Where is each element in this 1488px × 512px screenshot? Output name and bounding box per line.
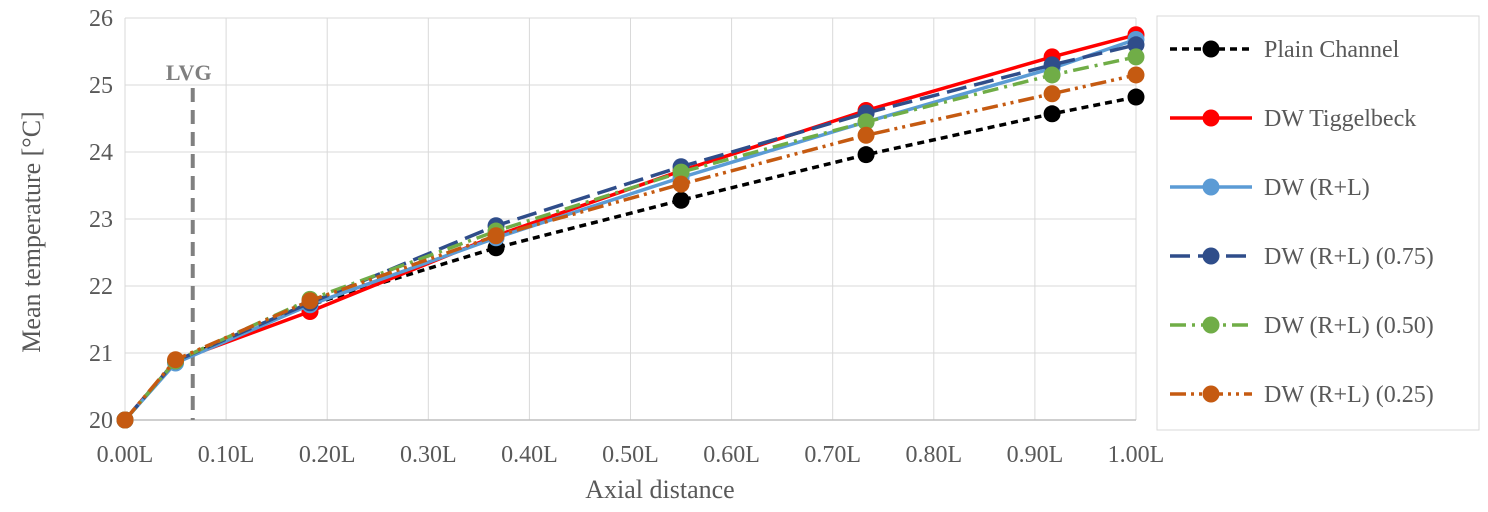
y-tick-label: 21: [89, 341, 113, 367]
x-tick-label: 0.60L: [703, 442, 760, 468]
data-point: [672, 175, 690, 193]
data-point: [1043, 66, 1061, 84]
legend-item: DW (R+L) (0.25): [1170, 382, 1434, 408]
series-lines: [116, 26, 1145, 429]
legend-marker: [1202, 247, 1220, 265]
x-axis-title: Axial distance: [585, 475, 734, 504]
legend-label: DW (R+L) (0.25): [1264, 382, 1434, 408]
legend-item: DW (R+L) (0.50): [1170, 313, 1434, 339]
legend-label: DW (R+L) (0.50): [1264, 313, 1434, 339]
y-tick-label: 25: [89, 73, 113, 99]
legend: Plain Channel DW Tiggelbeck DW (R+L) DW (R+…: [1156, 15, 1480, 431]
legend-label: DW Tiggelbeck: [1264, 106, 1416, 132]
y-tick-label: 26: [89, 6, 113, 32]
y-tick-label: 23: [89, 207, 113, 233]
series-5: [116, 66, 1145, 429]
tick-labels: 0.00L 0.10L 0.20L 0.30L 0.40L 0.50L 0.60L 0.70L…: [89, 6, 1164, 468]
legend-item: DW (R+L) (0.75): [1170, 244, 1434, 270]
data-point: [487, 227, 505, 245]
y-tick-label: 22: [89, 274, 113, 300]
y-tick-label: 24: [89, 140, 113, 166]
y-axis-title: Mean temperature [°C]: [17, 111, 46, 352]
legend-label: Plain Channel: [1264, 37, 1400, 63]
legend-box: [1156, 15, 1480, 431]
legend-item: DW (R+L): [1170, 175, 1370, 201]
series-line: [123, 37, 1137, 422]
x-tick-label: 0.90L: [1007, 442, 1064, 468]
x-tick-label: 0.40L: [501, 442, 558, 468]
legend-marker: [1202, 40, 1220, 58]
x-tick-label: 1.00L: [1108, 442, 1165, 468]
series-line: [123, 55, 1137, 422]
data-point: [1043, 105, 1061, 123]
legend-item: DW Tiggelbeck: [1170, 106, 1416, 132]
series-line: [123, 73, 1137, 422]
x-tick-label: 0.20L: [299, 442, 356, 468]
data-point: [1043, 85, 1061, 103]
data-point: [857, 146, 875, 164]
legend-marker: [1202, 385, 1220, 403]
data-point: [1127, 88, 1145, 106]
x-tick-label: 0.80L: [905, 442, 962, 468]
data-point: [167, 351, 185, 369]
x-tick-label: 0.00L: [97, 442, 154, 468]
data-point: [301, 292, 319, 310]
data-point: [116, 411, 134, 429]
annotations: LVG: [166, 60, 212, 420]
x-tick-label: 0.10L: [198, 442, 255, 468]
x-tick-label: 0.70L: [804, 442, 861, 468]
lvg-label: LVG: [166, 60, 212, 85]
legend-marker: [1202, 316, 1220, 334]
data-point: [857, 126, 875, 144]
data-point: [1127, 36, 1145, 54]
legend-label: DW (R+L): [1264, 175, 1370, 201]
y-tick-label: 20: [89, 408, 113, 434]
legend-label: DW (R+L) (0.75): [1264, 244, 1434, 270]
axes: [124, 18, 1136, 421]
data-point: [672, 163, 690, 181]
legend-marker: [1202, 178, 1220, 196]
data-point: [857, 113, 875, 131]
data-point: [1127, 66, 1145, 84]
grid-lines: [125, 17, 1137, 420]
x-tick-label: 0.30L: [400, 442, 457, 468]
data-point: [1127, 48, 1145, 66]
data-point: [672, 191, 690, 209]
legend-item: Plain Channel: [1170, 37, 1400, 63]
x-tick-label: 0.50L: [602, 442, 659, 468]
legend-marker: [1202, 109, 1220, 127]
